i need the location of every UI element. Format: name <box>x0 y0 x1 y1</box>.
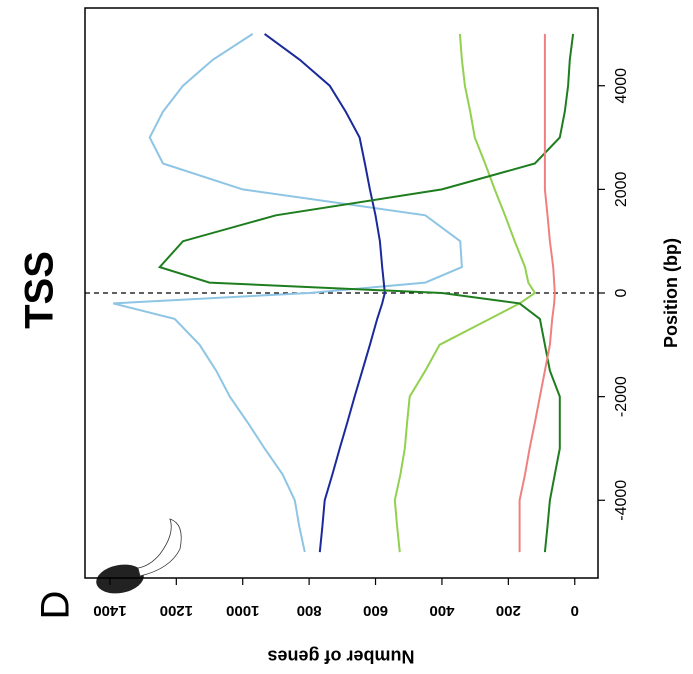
series-line <box>393 33 537 553</box>
x-tick-label: 2000 <box>613 171 630 207</box>
y-tick-label: 800 <box>297 602 322 619</box>
x-tick-label: 4000 <box>613 68 630 104</box>
chart-title: TSS <box>18 251 62 329</box>
x-axis-label: Position (bp) <box>661 238 681 348</box>
series-line <box>112 33 463 553</box>
x-tick-label: 0 <box>613 288 630 297</box>
series-line <box>157 33 575 553</box>
series-line <box>518 33 556 553</box>
panel-label: D <box>34 591 78 620</box>
y-tick-label: 1000 <box>226 602 259 619</box>
y-tick-label: 600 <box>363 602 388 619</box>
x-tick-label: -4000 <box>613 480 630 521</box>
y-tick-label: 200 <box>496 602 521 619</box>
x-tick-label: -2000 <box>613 376 630 417</box>
y-tick-label: 0 <box>571 602 579 619</box>
y-tick-label: 400 <box>429 602 454 619</box>
y-tick-label: 1200 <box>160 602 193 619</box>
worm-icon <box>96 518 182 594</box>
series-line <box>264 33 386 553</box>
y-tick-label: 1400 <box>93 602 126 619</box>
y-axis-label: Number of genes <box>267 646 414 666</box>
